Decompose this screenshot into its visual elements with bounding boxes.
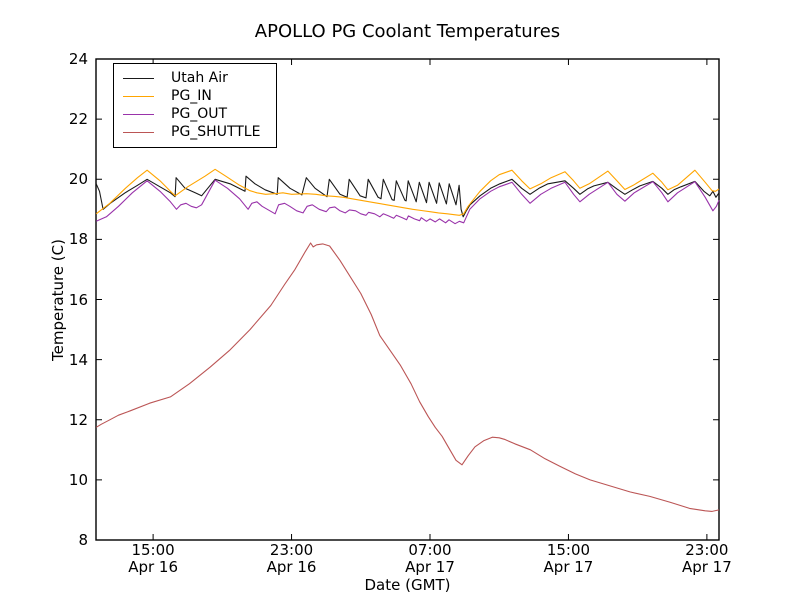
- x-tick-label: 15:00 Apr 16: [103, 542, 203, 576]
- series-line-utah-air: [95, 175, 720, 218]
- x-tick-date: Apr 17: [543, 558, 594, 576]
- legend-item: PG_OUT: [114, 105, 276, 123]
- chart-title: APOLLO PG Coolant Temperatures: [254, 21, 561, 42]
- legend-item: PG_SHUTTLE: [114, 123, 276, 141]
- x-tick-date: Apr 16: [128, 558, 178, 576]
- legend-item: Utah Air: [114, 69, 276, 87]
- x-tick-date: Apr 17: [405, 558, 455, 576]
- legend-line-swatch: [123, 113, 154, 115]
- y-tick-label: 8: [78, 531, 88, 549]
- x-tick-time: 23:00: [685, 541, 729, 559]
- legend-label: PG_IN: [171, 88, 212, 104]
- x-tick-time: 15:00: [131, 541, 175, 559]
- legend-line-swatch: [123, 131, 154, 133]
- series-line-pg-out: [95, 179, 720, 225]
- x-axis-label: Date (GMT): [364, 576, 451, 594]
- y-tick-label: 20: [68, 170, 88, 189]
- x-tick-time: 15:00: [546, 541, 591, 559]
- legend-item: PG_IN: [114, 87, 276, 105]
- x-tick-label: 23:00 Apr 16: [242, 542, 342, 576]
- x-tick-label: 07:00 Apr 17: [380, 542, 480, 576]
- legend: Utah Air PG_IN PG_OUT PG_SHUTTLE: [113, 63, 277, 148]
- series-line-pg-in: [95, 168, 720, 216]
- x-tick-date: Apr 17: [681, 558, 732, 576]
- y-tick-label: 12: [68, 410, 88, 429]
- x-tick-time: 23:00: [269, 541, 314, 559]
- y-tick-label: 10: [68, 470, 88, 489]
- legend-label: PG_OUT: [171, 106, 228, 122]
- x-tick-date: Apr 16: [266, 558, 317, 576]
- x-tick-label: 15:00 Apr 17: [518, 542, 618, 576]
- y-tick-label: 16: [68, 290, 88, 309]
- legend-line-swatch: [123, 95, 154, 97]
- y-tick-label: 18: [68, 230, 88, 249]
- legend-label: Utah Air: [171, 70, 228, 86]
- y-tick-label: 22: [68, 110, 88, 129]
- x-tick-label: 23:00 Apr 17: [657, 542, 757, 576]
- y-tick-label: 24: [68, 50, 88, 68]
- series-line-pg-shuttle: [95, 242, 720, 512]
- y-tick-label: 14: [68, 350, 88, 369]
- x-tick-time: 07:00: [408, 541, 452, 559]
- legend-label: PG_SHUTTLE: [171, 124, 261, 140]
- legend-line-swatch: [123, 77, 154, 79]
